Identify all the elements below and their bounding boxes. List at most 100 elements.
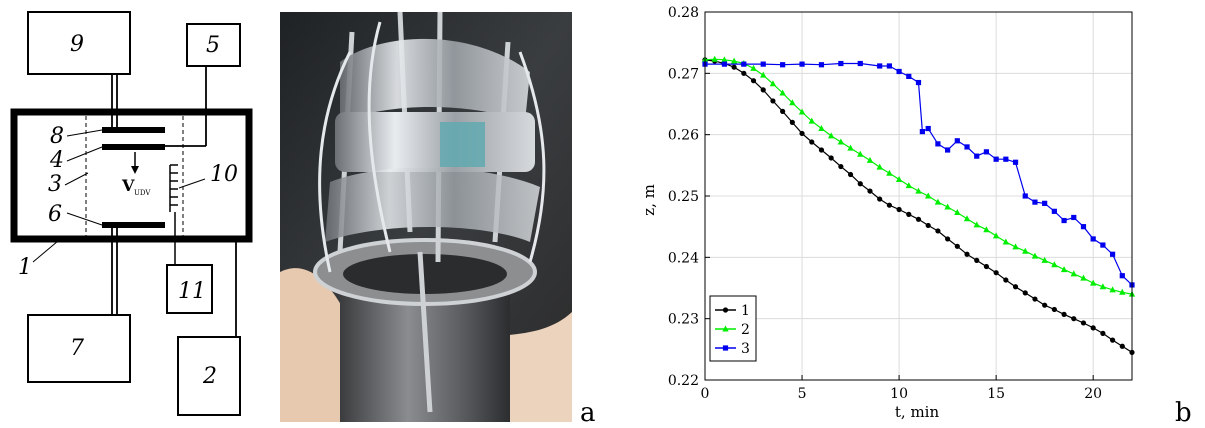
data-point <box>837 138 845 145</box>
legend-label: 3 <box>741 341 750 357</box>
data-point <box>838 60 844 67</box>
data-point <box>935 141 941 147</box>
data-point <box>993 270 999 276</box>
data-point <box>866 156 874 163</box>
data-point <box>1061 311 1067 317</box>
data-point <box>721 56 728 63</box>
data-point <box>1032 296 1038 302</box>
data-point <box>983 226 990 233</box>
data-point <box>1041 256 1048 263</box>
velocity-label: V <box>121 176 135 195</box>
data-point <box>992 232 1000 239</box>
data-point <box>983 263 990 270</box>
data-point <box>895 175 903 182</box>
data-point <box>1051 306 1057 313</box>
data-point <box>963 215 971 222</box>
x-tick-label: 10 <box>890 386 908 402</box>
data-point <box>730 57 738 64</box>
data-point <box>1090 236 1096 242</box>
data-point <box>1089 279 1097 286</box>
data-point <box>838 163 844 170</box>
legend-marker <box>722 325 729 332</box>
data-point <box>1022 290 1028 296</box>
block-11 <box>166 264 213 314</box>
panel-label-b: b <box>1175 398 1192 428</box>
data-point <box>789 99 796 106</box>
label-5: 5 <box>206 33 220 58</box>
data-point <box>1109 251 1116 257</box>
data-point <box>954 138 960 144</box>
data-point <box>809 139 815 145</box>
label-2: 2 <box>202 364 217 389</box>
series-line-1 <box>704 59 1133 353</box>
data-point <box>1119 288 1126 295</box>
data-point <box>750 78 757 84</box>
data-point <box>974 257 980 263</box>
data-point <box>934 198 942 205</box>
series-1 <box>702 57 1135 355</box>
y-tick-label: 0.23 <box>668 312 699 328</box>
data-point <box>877 196 883 202</box>
chart-series-layer <box>701 55 1136 355</box>
label-3: 3 <box>48 172 62 197</box>
data-point <box>799 61 805 67</box>
data-point <box>1061 217 1067 224</box>
y-tick-label: 0.28 <box>668 5 699 21</box>
block-5 <box>186 23 241 67</box>
data-point <box>905 182 912 189</box>
data-point <box>1012 284 1019 290</box>
data-point <box>973 221 980 228</box>
data-point <box>925 192 932 199</box>
legend-marker <box>722 307 729 313</box>
series-line-2 <box>704 58 1133 295</box>
data-point <box>1080 320 1087 326</box>
data-point <box>741 61 747 67</box>
data-point <box>818 125 825 132</box>
data-point <box>906 211 912 217</box>
chart-ticks: 0 5 10 15 20 0.22 0.23 0.24 0.25 0.26 0.27 0.28 <box>668 5 1102 402</box>
data-point <box>964 144 970 150</box>
data-point <box>1080 224 1087 230</box>
data-point <box>1119 273 1125 279</box>
data-point <box>770 98 776 104</box>
data-point <box>857 181 863 187</box>
data-point <box>818 62 825 68</box>
data-point <box>915 216 922 222</box>
data-point <box>974 153 980 159</box>
block-9 <box>27 11 131 75</box>
velocity-subscript: UDV <box>134 189 151 197</box>
data-point <box>818 147 825 153</box>
data-point <box>993 156 999 162</box>
data-point <box>827 132 835 139</box>
y-tick-label: 0.27 <box>668 66 699 82</box>
label-8: 8 <box>50 124 64 149</box>
setup-schematic: 9 5 8 4 3 10 6 1 11 7 2 V UDV <box>10 11 253 416</box>
data-point <box>1109 337 1116 343</box>
legend-label: 1 <box>741 303 750 319</box>
setup-photo <box>280 12 572 422</box>
data-point <box>1060 266 1068 273</box>
data-point <box>760 61 766 67</box>
data-point <box>954 209 961 216</box>
data-point <box>886 202 892 208</box>
y-tick-label: 0.25 <box>668 189 699 205</box>
data-point <box>847 171 854 178</box>
data-point <box>867 188 873 194</box>
data-point <box>1042 200 1048 206</box>
label-11: 11 <box>178 279 206 304</box>
data-point <box>1022 247 1029 254</box>
x-tick-label: 0 <box>701 386 710 402</box>
data-point <box>1012 159 1019 165</box>
data-point <box>877 63 883 69</box>
electrode-6 <box>102 222 165 228</box>
data-point <box>925 222 931 229</box>
data-point <box>1071 214 1077 221</box>
data-point <box>1002 238 1010 245</box>
y-tick-label: 0.24 <box>668 250 699 266</box>
electrode-8 <box>102 127 165 133</box>
data-point <box>896 206 902 213</box>
data-point <box>750 64 757 71</box>
label-10: 10 <box>210 162 238 187</box>
chart-grid <box>704 11 1132 381</box>
data-point <box>896 68 902 75</box>
